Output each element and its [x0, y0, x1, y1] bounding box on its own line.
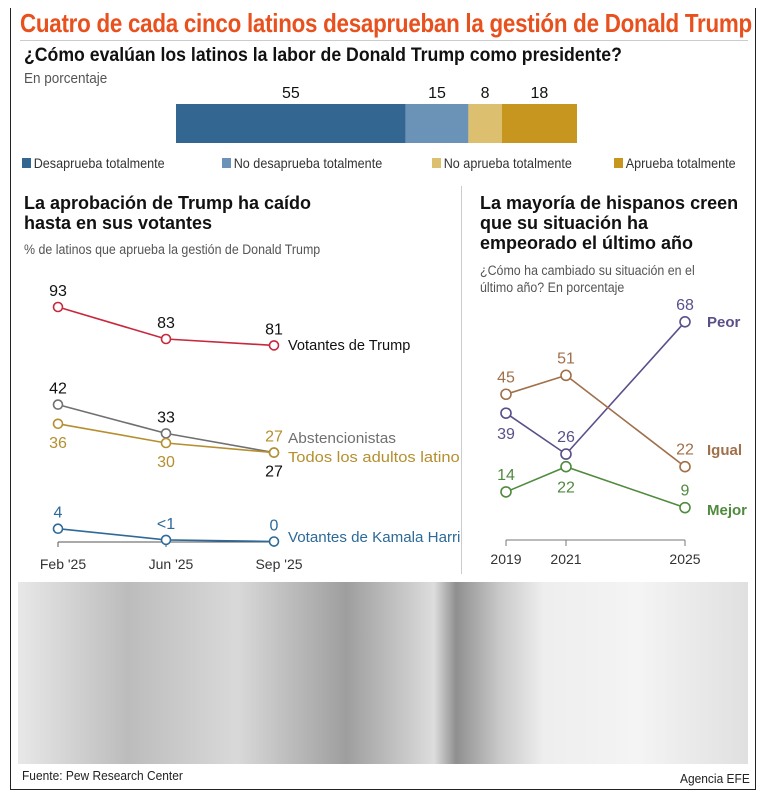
data-label: 22: [676, 442, 694, 459]
series-name-label: Abstencionistas: [288, 430, 396, 447]
data-point: [160, 333, 172, 345]
series-line: [505, 321, 686, 456]
series-name-label: Todos los adultos latinos: [288, 449, 460, 466]
data-label: 42: [49, 381, 67, 398]
trump-photo-collage: [18, 582, 748, 764]
data-label: <1: [157, 516, 175, 533]
series-name-label: Votantes de Trump: [288, 337, 410, 354]
data-label: 45: [497, 369, 515, 386]
legend-item: No aprueba totalmente: [432, 155, 572, 171]
data-label: 93: [49, 283, 67, 300]
data-label: 39: [497, 426, 515, 443]
bar-value-label: 55: [282, 85, 300, 102]
bar-value-label: 8: [481, 85, 490, 102]
legend-item: Desaprueba totalmente: [22, 155, 165, 171]
data-point: [52, 418, 64, 430]
bar-segment: [405, 104, 469, 143]
left-chart-title: La aprobación de Trump ha caído hasta en…: [24, 193, 312, 233]
x-tick-label: 2025: [669, 551, 700, 567]
bar-value-label: 15: [428, 85, 446, 102]
data-label: 81: [265, 321, 283, 338]
data-point: [500, 486, 512, 498]
data-point: [560, 369, 572, 382]
right-chart-title: La mayoría de hispanos creen que su situ…: [480, 193, 739, 253]
data-point: [500, 388, 512, 401]
right-chart-subtitle: ¿Cómo ha cambiado su situación en el últ…: [480, 263, 695, 295]
data-label: 68: [676, 297, 694, 314]
data-label: 22: [557, 480, 575, 497]
data-point: [560, 448, 572, 460]
title-rule: [20, 40, 748, 41]
legend-item: Aprueba totalmente: [614, 155, 736, 171]
data-label: 9: [681, 483, 690, 500]
frame: [10, 8, 756, 790]
x-tick-label: Jun '25: [149, 556, 194, 572]
agency-credit: Agencia EFE: [680, 771, 750, 786]
legend-label: Desaprueba totalmente: [33, 155, 165, 171]
main-title: Cuatro de cada cinco latinos desaprueban…: [20, 8, 752, 38]
series-name-label: Igual: [707, 442, 742, 459]
bar-segment: [468, 104, 502, 143]
x-tick-label: 2019: [490, 551, 521, 567]
data-label: 26: [557, 429, 575, 446]
legend-label: No aprueba totalmente: [443, 155, 572, 171]
bar-value-label: 18: [531, 85, 549, 102]
stacked-bar-chart: 55 15 8 18: [176, 85, 577, 143]
data-label: 4: [54, 505, 63, 522]
data-label: 27: [265, 464, 283, 481]
data-label: 27: [265, 429, 283, 446]
data-point: [268, 340, 280, 351]
legend-label: No desaprueba totalmente: [233, 155, 383, 171]
legend-swatch: [614, 158, 623, 168]
data-label: 33: [157, 409, 175, 426]
bar-chart-subtitle: En porcentaje: [24, 70, 108, 87]
bar-segment: [176, 104, 406, 143]
data-point: [500, 407, 512, 419]
x-tick-label: 2021: [550, 551, 581, 567]
data-point: [160, 437, 172, 449]
series-name-label: Mejor: [707, 502, 747, 519]
x-tick-label: Sep '25: [255, 556, 302, 572]
data-point: [679, 460, 691, 473]
series-line: [505, 465, 686, 509]
data-label: 36: [49, 435, 67, 452]
data-point: [52, 301, 64, 313]
data-label: 14: [497, 467, 515, 484]
data-point: [679, 315, 691, 328]
legend-swatch: [432, 158, 441, 168]
data-label: 0: [270, 518, 279, 535]
section-divider: [461, 186, 462, 574]
data-point: [679, 501, 691, 514]
data-label: 30: [157, 454, 175, 471]
series-name-label: Votantes de Kamala Harris: [288, 529, 460, 546]
data-label: 83: [157, 315, 175, 332]
bar-segment: [501, 104, 577, 143]
left-chart-subtitle: % de latinos que aprueba la gestión de D…: [24, 242, 321, 257]
x-tick-label: Feb '25: [40, 556, 86, 572]
data-label: 51: [557, 350, 575, 367]
data-point: [52, 523, 64, 535]
legend-swatch: [222, 158, 231, 168]
data-point: [560, 460, 572, 473]
right-line-chart: 2019 2021 2025 39 26 68 Peor 45 51 22 Igual 14 22 9 Me…: [490, 297, 747, 567]
data-point: [268, 536, 280, 547]
bar-chart-title: ¿Cómo evalúan los latinos la labor de Do…: [24, 45, 622, 66]
source-note: Fuente: Pew Research Center: [22, 768, 183, 783]
data-point: [160, 534, 172, 546]
left-line-chart: Feb '25 Jun '25 Sep '25 93 83 81 Votantes de T…: [40, 283, 460, 572]
series-name-label: Peor: [707, 314, 741, 331]
legend-item: No desaprueba totalmente: [222, 155, 382, 171]
data-point: [52, 399, 64, 410]
data-point: [268, 447, 280, 458]
legend-label: Aprueba totalmente: [625, 155, 736, 171]
legend-swatch: [22, 158, 31, 168]
